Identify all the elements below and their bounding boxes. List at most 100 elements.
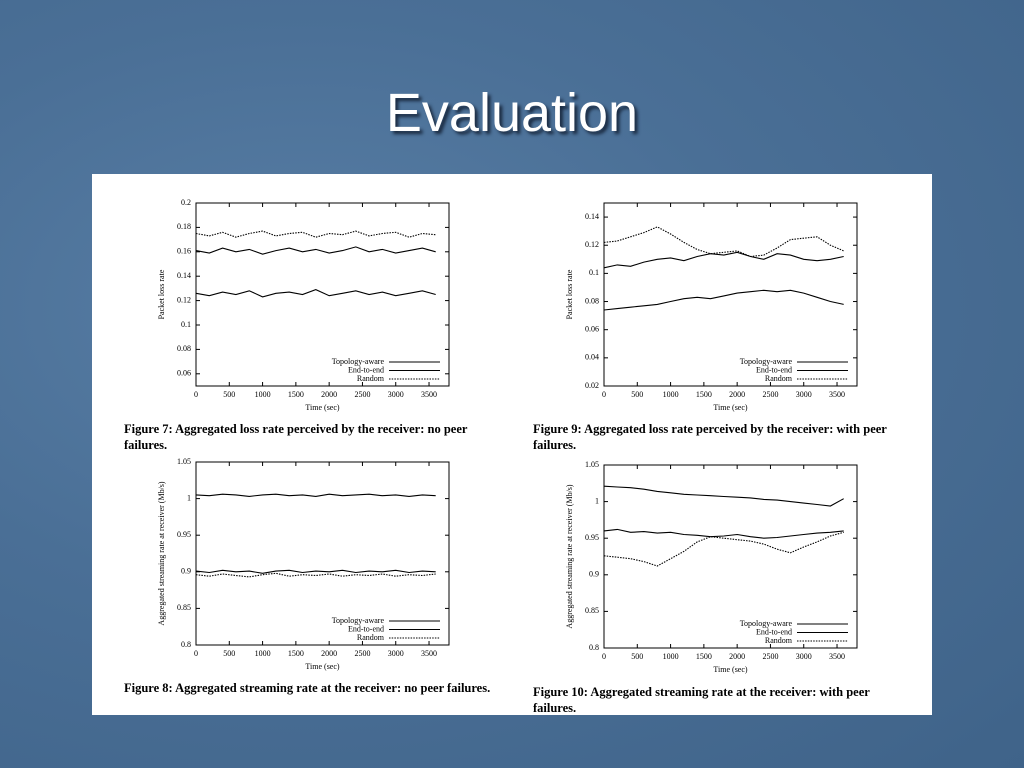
series-line xyxy=(603,528,844,539)
legend-label: Random xyxy=(765,636,793,645)
y-tick-label: 0.14 xyxy=(585,212,599,221)
series-line xyxy=(603,485,844,507)
y-tick-label: 0.95 xyxy=(177,530,191,539)
legend-label: End-to-end xyxy=(348,624,384,633)
y-tick-label: 0.9 xyxy=(181,567,191,576)
caption: Figure 10: Aggregated streaming rate at … xyxy=(533,685,870,715)
y-tick-label: 0.85 xyxy=(585,606,599,615)
y-tick-label: 0.08 xyxy=(585,296,599,305)
x-tick-label: 3000 xyxy=(388,390,404,399)
y-axis-label: Packet loss rate xyxy=(565,269,574,319)
caption: Figure 8: Aggregated streaming rate at t… xyxy=(124,681,491,695)
figure-panel xyxy=(92,174,932,715)
legend-label: Topology-aware xyxy=(332,357,385,366)
legend-label: End-to-end xyxy=(756,627,792,636)
series-line xyxy=(603,289,844,311)
x-tick-label: 3500 xyxy=(829,652,845,661)
series-line xyxy=(195,289,436,298)
x-axis-label: Time (sec) xyxy=(305,403,339,412)
y-tick-label: 0.1 xyxy=(589,268,599,277)
x-tick-label: 1500 xyxy=(696,390,712,399)
y-tick-label: 0.9 xyxy=(589,570,599,579)
series-line xyxy=(195,246,436,255)
y-tick-label: 0.12 xyxy=(177,295,191,304)
series-line xyxy=(195,493,436,497)
slide-title: Evaluation xyxy=(385,83,639,143)
x-tick-label: 2000 xyxy=(729,652,745,661)
x-tick-label: 500 xyxy=(223,649,235,658)
x-tick-label: 500 xyxy=(631,652,643,661)
y-tick-label: 0.1 xyxy=(181,320,191,329)
x-tick-label: 2500 xyxy=(354,390,370,399)
caption: Figure 9: Aggregated loss rate perceived… xyxy=(533,422,887,452)
series-line xyxy=(603,226,844,258)
y-tick-label: 0.04 xyxy=(585,353,599,362)
x-tick-label: 3000 xyxy=(796,652,812,661)
x-tick-label: 3000 xyxy=(388,649,404,658)
x-tick-label: 0 xyxy=(194,649,198,658)
x-tick-label: 500 xyxy=(223,390,235,399)
y-tick-label: 0.95 xyxy=(585,533,599,542)
plot-frame xyxy=(603,202,858,387)
series-line xyxy=(603,531,844,567)
y-tick-label: 0.8 xyxy=(181,640,191,649)
y-axis-label: Aggregated streaming rate at receiver (M… xyxy=(157,481,166,625)
x-tick-label: 1000 xyxy=(663,652,679,661)
x-tick-label: 0 xyxy=(602,390,606,399)
y-tick-label: 0.06 xyxy=(585,325,599,334)
plot-frame xyxy=(195,202,450,387)
x-axis-label: Time (sec) xyxy=(713,403,747,412)
legend-label: Random xyxy=(357,633,385,642)
x-tick-label: 1000 xyxy=(663,390,679,399)
x-tick-label: 3500 xyxy=(421,649,437,658)
y-axis-label: Aggregated streaming rate at receiver (M… xyxy=(565,484,574,628)
x-axis-label: Time (sec) xyxy=(713,665,747,674)
x-tick-label: 3500 xyxy=(829,390,845,399)
legend-label: End-to-end xyxy=(756,365,792,374)
legend-label: Topology-aware xyxy=(740,619,793,628)
caption: Figure 7: Aggregated loss rate perceived… xyxy=(124,422,468,452)
y-tick-label: 1 xyxy=(595,496,599,505)
series-line xyxy=(195,572,436,578)
legend-label: Topology-aware xyxy=(740,357,793,366)
y-tick-label: 0.85 xyxy=(177,603,191,612)
legend-label: Random xyxy=(357,374,385,383)
legend-label: Topology-aware xyxy=(332,616,385,625)
x-tick-label: 3500 xyxy=(421,390,437,399)
x-tick-label: 1000 xyxy=(255,390,271,399)
y-tick-label: 0.06 xyxy=(177,369,191,378)
x-tick-label: 0 xyxy=(602,652,606,661)
x-tick-label: 1500 xyxy=(288,649,304,658)
y-tick-label: 0.16 xyxy=(177,247,191,256)
y-tick-label: 0.12 xyxy=(585,240,599,249)
y-tick-label: 0.18 xyxy=(177,222,191,231)
x-tick-label: 500 xyxy=(631,390,643,399)
y-tick-label: 0.08 xyxy=(177,344,191,353)
x-tick-label: 1000 xyxy=(255,649,271,658)
plot-frame xyxy=(603,464,858,649)
x-tick-label: 2500 xyxy=(762,390,778,399)
y-tick-label: 1.05 xyxy=(177,457,191,466)
x-tick-label: 2000 xyxy=(321,390,337,399)
x-tick-label: 1500 xyxy=(288,390,304,399)
series-line xyxy=(603,251,844,269)
x-tick-label: 2500 xyxy=(354,649,370,658)
plot-frame xyxy=(195,461,450,646)
x-axis-label: Time (sec) xyxy=(305,662,339,671)
x-tick-label: 3000 xyxy=(796,390,812,399)
y-tick-label: 0.14 xyxy=(177,271,191,280)
x-tick-label: 2000 xyxy=(321,649,337,658)
y-tick-label: 0.2 xyxy=(181,198,191,207)
x-tick-label: 0 xyxy=(194,390,198,399)
x-tick-label: 2500 xyxy=(762,652,778,661)
x-tick-label: 1500 xyxy=(696,652,712,661)
y-tick-label: 0.8 xyxy=(589,643,599,652)
series-line xyxy=(195,230,436,238)
legend-label: Random xyxy=(765,374,793,383)
legend-label: End-to-end xyxy=(348,365,384,374)
y-axis-label: Packet loss rate xyxy=(157,269,166,319)
series-line xyxy=(195,569,436,574)
y-tick-label: 1 xyxy=(187,493,191,502)
